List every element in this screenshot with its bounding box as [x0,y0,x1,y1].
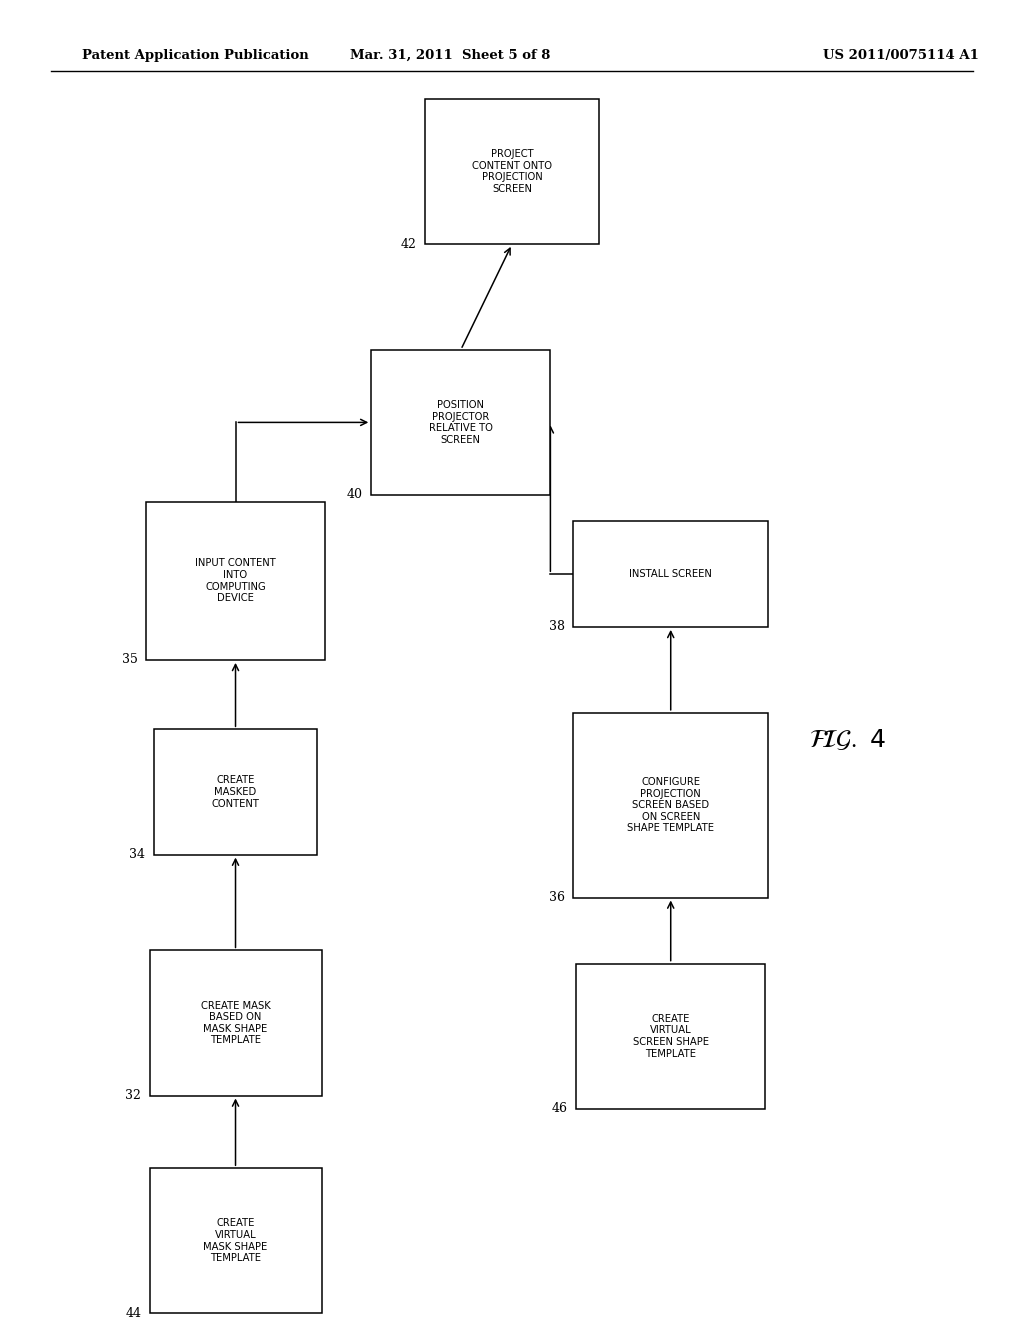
Text: 35: 35 [122,653,137,667]
Text: CREATE MASK
BASED ON
MASK SHAPE
TEMPLATE: CREATE MASK BASED ON MASK SHAPE TEMPLATE [201,1001,270,1045]
Text: CREATE
MASKED
CONTENT: CREATE MASKED CONTENT [212,775,259,809]
Bar [154,729,317,855]
Bar [425,99,599,244]
Text: CREATE
VIRTUAL
SCREEN SHAPE
TEMPLATE: CREATE VIRTUAL SCREEN SHAPE TEMPLATE [633,1014,709,1059]
Bar [150,1168,322,1313]
Bar [150,950,322,1096]
Text: 34: 34 [129,847,145,861]
Text: CONFIGURE
PROJECTION
SCREEN BASED
ON SCREEN
SHAPE TEMPLATE: CONFIGURE PROJECTION SCREEN BASED ON SCR… [628,777,714,833]
Bar [573,713,768,898]
Text: Mar. 31, 2011  Sheet 5 of 8: Mar. 31, 2011 Sheet 5 of 8 [350,49,551,62]
Bar [573,521,768,627]
Text: US 2011/0075114 A1: US 2011/0075114 A1 [823,49,979,62]
Text: 38: 38 [549,620,565,634]
Text: INPUT CONTENT
INTO
COMPUTING
DEVICE: INPUT CONTENT INTO COMPUTING DEVICE [196,558,275,603]
Text: 42: 42 [400,238,417,251]
Text: 32: 32 [125,1089,141,1102]
Text: INSTALL SCREEN: INSTALL SCREEN [630,569,712,579]
Text: CREATE
VIRTUAL
MASK SHAPE
TEMPLATE: CREATE VIRTUAL MASK SHAPE TEMPLATE [204,1218,267,1263]
Text: POSITION
PROJECTOR
RELATIVE TO
SCREEN: POSITION PROJECTOR RELATIVE TO SCREEN [429,400,493,445]
Text: 44: 44 [125,1307,141,1320]
Bar [575,964,766,1109]
Text: 36: 36 [549,891,565,904]
Text: 40: 40 [347,488,364,502]
Bar [146,502,326,660]
Bar [372,350,551,495]
Text: $\mathcal{F\!IG.}\ 4$: $\mathcal{F\!IG.}\ 4$ [809,727,886,751]
Text: 46: 46 [552,1102,567,1115]
Text: Patent Application Publication: Patent Application Publication [82,49,308,62]
Text: PROJECT
CONTENT ONTO
PROJECTION
SCREEN: PROJECT CONTENT ONTO PROJECTION SCREEN [472,149,552,194]
